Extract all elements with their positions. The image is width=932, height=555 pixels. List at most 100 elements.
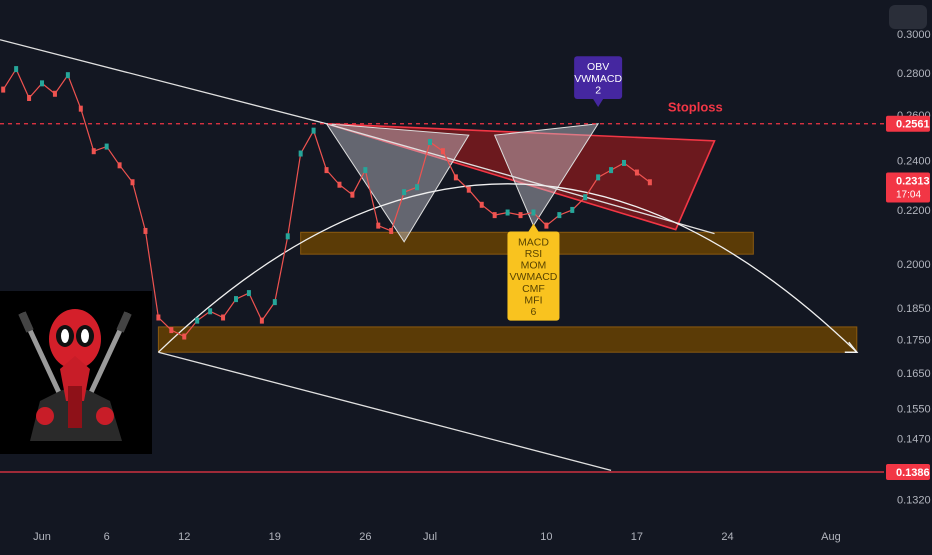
callout-line: MACD	[518, 236, 549, 248]
candle	[492, 212, 497, 219]
x-tick-label: 6	[104, 531, 110, 543]
x-tick-label: Jun	[33, 531, 51, 543]
upper-trendline	[0, 39, 327, 125]
stoploss-label: Stoploss	[668, 100, 723, 115]
candle	[440, 148, 445, 155]
callout-box	[507, 231, 560, 321]
candle	[169, 327, 174, 334]
candle	[246, 290, 251, 297]
candle	[428, 138, 432, 145]
callout-line: VWMACD	[510, 271, 558, 283]
arc-arrow-head	[844, 341, 859, 353]
candle	[479, 201, 484, 208]
support-zone-2	[157, 326, 858, 353]
candle	[285, 233, 290, 240]
callout-line: MFI	[524, 294, 542, 306]
price-tag-value: 0.2561	[896, 119, 930, 131]
y-tick-label: 0.1470	[897, 434, 931, 446]
candle	[208, 308, 213, 315]
candle	[14, 66, 19, 73]
x-tick-label: Aug	[821, 531, 841, 543]
y-tick-label: 0.1550	[897, 404, 931, 416]
candle	[337, 181, 342, 188]
candle	[570, 206, 575, 213]
candle	[647, 179, 652, 186]
price-tag-2	[886, 172, 930, 203]
deadpool-logo	[0, 291, 152, 454]
candle	[259, 317, 264, 324]
candle	[1, 86, 6, 93]
callout-line: RSI	[525, 248, 543, 260]
candle	[324, 167, 329, 174]
callout-line: 6	[531, 306, 537, 318]
candle	[27, 94, 32, 101]
candle	[117, 162, 122, 169]
candle	[505, 209, 510, 216]
candle	[466, 186, 471, 193]
callout-line: MOM	[521, 260, 547, 272]
price-tag-1	[886, 115, 930, 132]
candle	[544, 222, 549, 229]
y-tick-label: 0.1650	[897, 368, 931, 380]
y-tick-label: 0.1320	[897, 495, 931, 507]
rounding-top-arc	[157, 183, 858, 353]
candle	[363, 167, 368, 174]
head-shoulder-triangle-2	[493, 123, 600, 227]
candle	[195, 317, 200, 324]
callout-line: OBV	[587, 61, 609, 73]
y-tick-label: 0.2000	[897, 259, 931, 271]
candle	[531, 209, 536, 216]
candle	[376, 222, 381, 229]
lower-trendline	[158, 351, 612, 472]
candle	[156, 314, 161, 321]
candle	[52, 90, 57, 97]
y-tick-label: 0.2400	[897, 156, 931, 168]
y-tick-label: 0.1850	[897, 303, 931, 315]
candle	[389, 227, 394, 234]
candle	[234, 296, 238, 303]
x-tick-label: 12	[178, 531, 190, 543]
chart-menu-button[interactable]	[889, 5, 927, 29]
wedge-lower-trendline	[326, 123, 715, 235]
candle	[40, 80, 44, 87]
callout-pointer	[593, 99, 604, 108]
candle	[402, 189, 407, 196]
candle	[182, 333, 187, 340]
x-tick-label: 24	[721, 531, 733, 543]
y-tick-label: 0.1750	[897, 335, 931, 347]
price-tag-countdown: 17:04	[896, 190, 921, 201]
candle	[609, 167, 614, 174]
y-tick-label: 0.3000	[897, 29, 931, 41]
candle	[78, 105, 83, 112]
candle	[272, 299, 277, 306]
candle	[311, 127, 316, 134]
candle	[583, 194, 588, 201]
callout-box	[574, 56, 623, 100]
y-tick-label: 0.2800	[897, 68, 931, 80]
price-tag-3	[886, 464, 930, 481]
candle	[518, 212, 523, 219]
price-tag-value: 0.2313	[896, 176, 930, 188]
price-tag-value: 0.1386	[896, 467, 930, 479]
callout-line: 2	[595, 84, 601, 96]
callout-line: VWMACD	[574, 73, 622, 85]
x-tick-label: 26	[359, 531, 371, 543]
candle	[221, 314, 226, 321]
x-tick-label: 10	[540, 531, 552, 543]
candle	[622, 159, 626, 166]
x-tick-label: 19	[269, 531, 281, 543]
candle	[143, 227, 148, 234]
callout-pointer	[528, 223, 539, 232]
y-tick-label: 0.2200	[897, 205, 931, 217]
head-shoulder-triangle-1	[325, 123, 470, 243]
candle	[298, 150, 303, 157]
candle	[415, 184, 420, 191]
candle	[350, 191, 355, 198]
callout-line: CMF	[522, 283, 545, 295]
candle	[453, 174, 458, 181]
candle	[65, 72, 70, 79]
